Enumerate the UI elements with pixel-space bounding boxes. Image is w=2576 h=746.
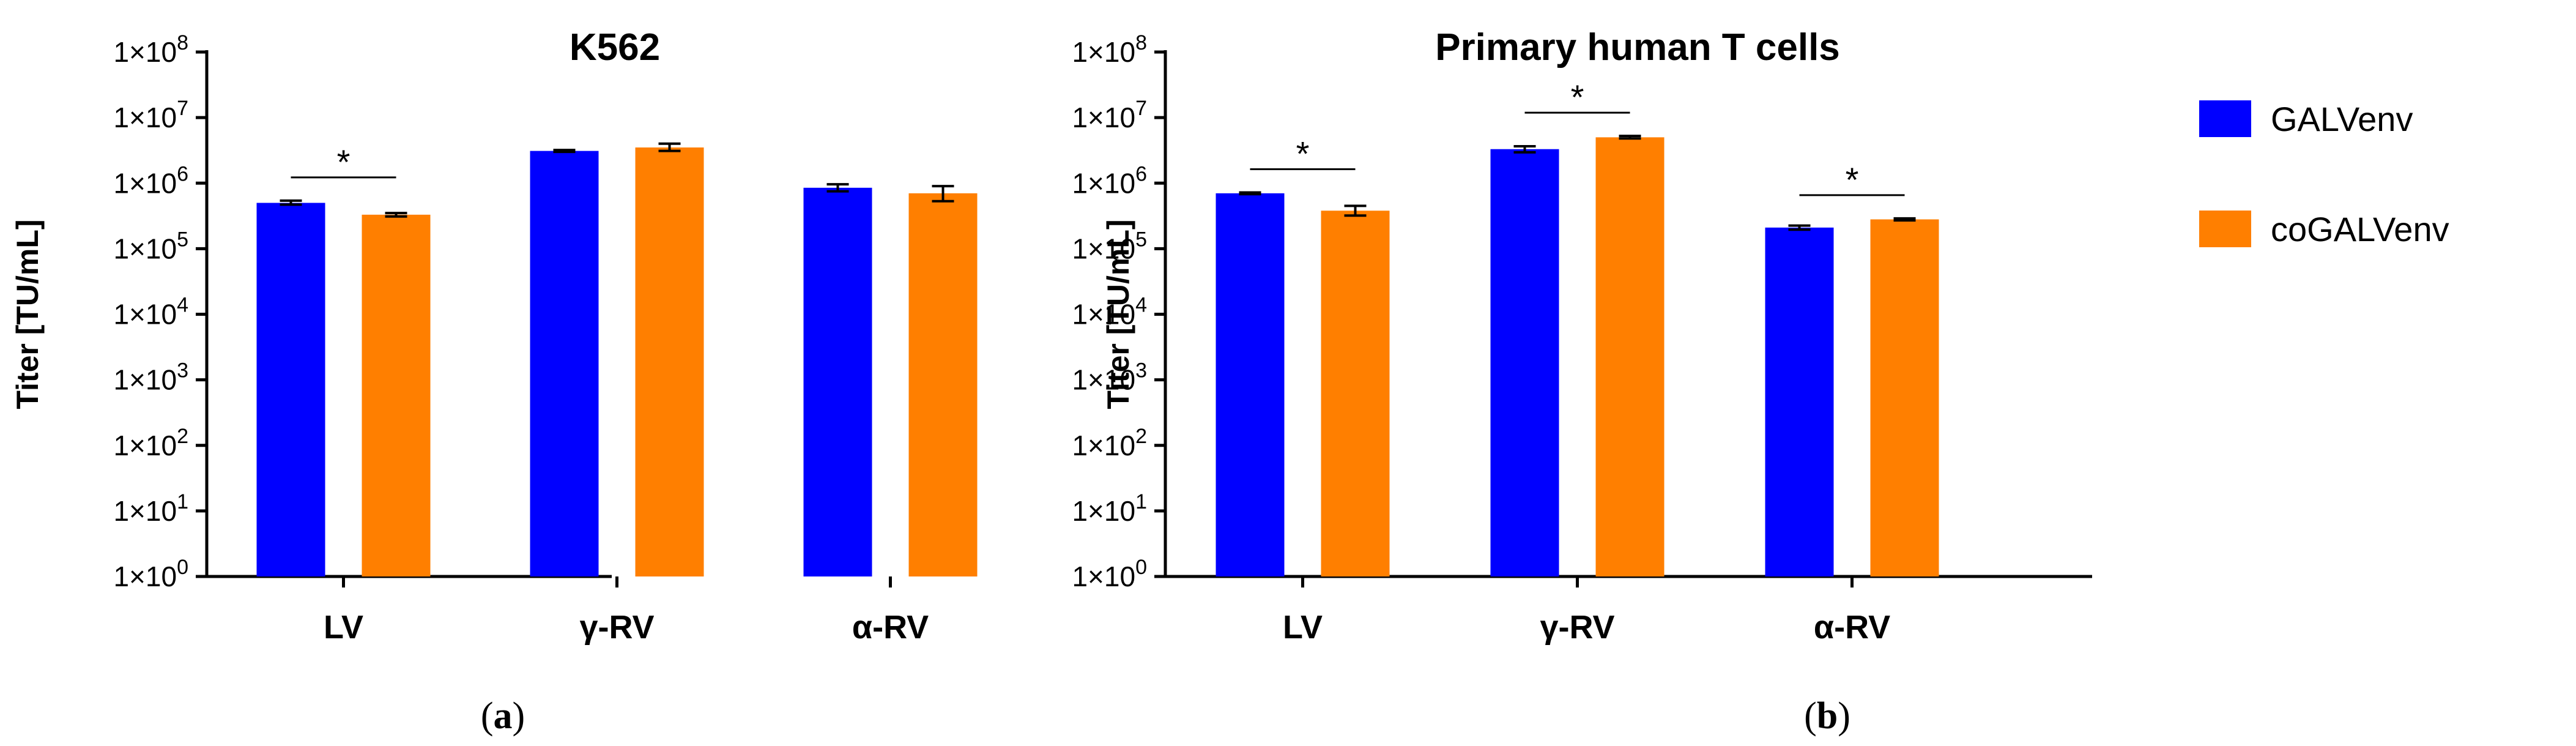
y-tick-label: 1×104 (1072, 294, 1147, 330)
y-tick-label: 1×104 (113, 294, 188, 330)
y-tick-label: 1×103 (113, 359, 188, 396)
y-tick-label: 1×105 (1072, 228, 1147, 264)
bar-galvenv-gamma-rv (530, 151, 599, 576)
significance-marker-alpha-rv: * (1846, 160, 1859, 199)
chart-title: K562 (570, 26, 660, 69)
y-axis-label: Titer [TU/mL] (1101, 219, 1135, 409)
significance-marker-lv: * (1296, 135, 1310, 173)
bar-cogalvenv-alpha-rv (908, 193, 978, 576)
y-tick-label: 1×102 (1072, 425, 1147, 461)
y-tick-label: 1×101 (113, 490, 188, 527)
x-tick-label-gamma-rv: γ-RV (1540, 609, 1614, 646)
x-tick-label-lv: LV (324, 609, 363, 646)
y-tick-label: 1×101 (1072, 490, 1147, 527)
y-tick-label: 1×108 (113, 31, 188, 68)
bar-galvenv-gamma-rv (1490, 149, 1559, 576)
y-tick-label: 1×107 (1072, 97, 1147, 133)
significance-marker-gamma-rv: * (1571, 78, 1584, 116)
legend: GALVenv coGALVenv (2199, 100, 2449, 248)
panel-label: (a) (481, 695, 525, 737)
y-axis-label: Titer [TU/mL] (10, 219, 45, 409)
x-tick-label-alpha-rv: α-RV (1814, 609, 1890, 646)
y-tick-label: 1×108 (1072, 31, 1147, 68)
y-tick-label: 1×106 (1072, 162, 1147, 199)
bar-cogalvenv-alpha-rv (1870, 219, 1939, 576)
panel-label: (b) (1804, 695, 1850, 737)
bar-galvenv-lv (1216, 193, 1285, 576)
x-tick-label-alpha-rv: α-RV (852, 609, 929, 646)
chart-title: Primary human T cells (1435, 26, 1840, 69)
x-tick-label-gamma-rv: γ-RV (579, 609, 654, 646)
chart-k562: K562 Titer [TU/mL] 1×100 1×101 1×102 1×103 1×1… (10, 26, 978, 737)
legend-label-cogalvenv: coGALVenv (2271, 210, 2449, 248)
bar-cogalvenv-gamma-rv (635, 147, 704, 577)
legend-swatch-galvenv (2199, 100, 2251, 137)
bar-galvenv-lv (256, 203, 325, 577)
y-tick-label: 1×100 (113, 556, 188, 592)
y-tick-label: 1×106 (113, 162, 188, 199)
significance-marker-lv: * (337, 143, 351, 181)
chart-primary-t-cells: Primary human T cells Titer [TU/mL] 1×100 1… (1072, 26, 2092, 737)
bar-galvenv-alpha-rv (1765, 227, 1834, 576)
y-tick-label: 1×100 (1072, 556, 1147, 592)
bar-cogalvenv-gamma-rv (1595, 137, 1665, 577)
legend-label-galvenv: GALVenv (2271, 100, 2413, 138)
y-tick-label: 1×102 (113, 425, 188, 461)
bar-cogalvenv-lv (1321, 211, 1390, 576)
bar-galvenv-alpha-rv (803, 187, 872, 576)
y-tick-label: 1×103 (1072, 359, 1147, 396)
legend-swatch-cogalvenv (2199, 211, 2251, 247)
y-tick-label: 1×107 (113, 97, 188, 133)
x-tick-label-lv: LV (1283, 609, 1323, 646)
bar-cogalvenv-lv (362, 214, 431, 576)
y-tick-label: 1×105 (113, 228, 188, 264)
